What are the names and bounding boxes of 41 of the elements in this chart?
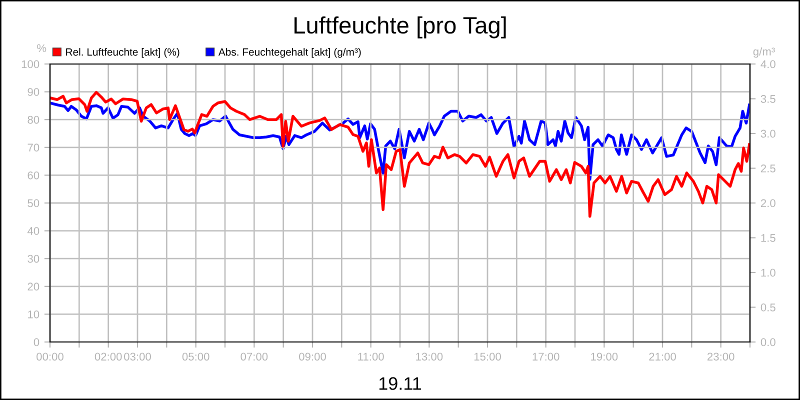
y-tick-label: 70 bbox=[28, 144, 40, 152]
x-axis-title: 19.11 bbox=[379, 377, 422, 390]
x-tick-label: 05:00 bbox=[182, 352, 210, 361]
y-tick-label: 90 bbox=[28, 88, 40, 96]
y2-tick-label: 3.0 bbox=[760, 130, 776, 138]
y2-tick-label: 1.0 bbox=[761, 268, 776, 277]
y2-tick-label: 2.0 bbox=[760, 199, 776, 208]
y-tick-label: 60 bbox=[28, 171, 40, 180]
chart-title: Luftfeuchte [pro Tag] bbox=[294, 16, 506, 38]
y2-tick-label: 0.0 bbox=[760, 338, 776, 346]
legend-label: Abs. Feuchtegehalt [akt] (g/m³) bbox=[218, 48, 361, 58]
y2-tick-label: 3.5 bbox=[760, 95, 776, 103]
y-tick-label: 100 bbox=[22, 60, 40, 68]
y2-tick-label: 0.5 bbox=[760, 304, 776, 312]
y-tick-label: 40 bbox=[27, 227, 40, 235]
y2-axis-title: g/m³ bbox=[753, 47, 775, 58]
y-tick-label: 30 bbox=[28, 254, 40, 263]
x-tick-label: 23:00 bbox=[707, 352, 734, 361]
y-axis-title: % bbox=[37, 44, 46, 52]
x-tick-label: 09:00 bbox=[299, 352, 326, 361]
y-tick-label: 10 bbox=[28, 310, 40, 318]
y-tick-label: 50 bbox=[28, 199, 40, 208]
x-tick-label: 13:00 bbox=[416, 352, 443, 361]
x-tick-label: 00:00 bbox=[36, 352, 64, 361]
x-tick-label: 03:00 bbox=[124, 352, 151, 361]
x-tick-label: 19:00 bbox=[591, 352, 618, 361]
x-tick-label: 07:00 bbox=[240, 352, 268, 361]
line-series bbox=[50, 102, 750, 181]
y2-tick-label: 2.5 bbox=[760, 164, 776, 172]
x-tick-label: 21:00 bbox=[649, 352, 676, 361]
legend-label: Rel. Luftfeuchte [akt] (%) bbox=[66, 48, 180, 58]
x-tick-label: 15:00 bbox=[474, 352, 501, 361]
y2-tick-label: 1.5 bbox=[761, 234, 776, 242]
x-tick-label: 17:00 bbox=[532, 352, 560, 361]
y-tick-label: 20 bbox=[28, 282, 40, 291]
x-tick-label: 11:00 bbox=[358, 352, 384, 361]
y2-tick-label: 4.0 bbox=[760, 60, 776, 68]
y-tick-label: 80 bbox=[28, 116, 40, 124]
line-series bbox=[50, 90, 750, 218]
y-tick-label: 0 bbox=[34, 338, 40, 346]
x-tick-label: 02:00 bbox=[94, 352, 122, 361]
